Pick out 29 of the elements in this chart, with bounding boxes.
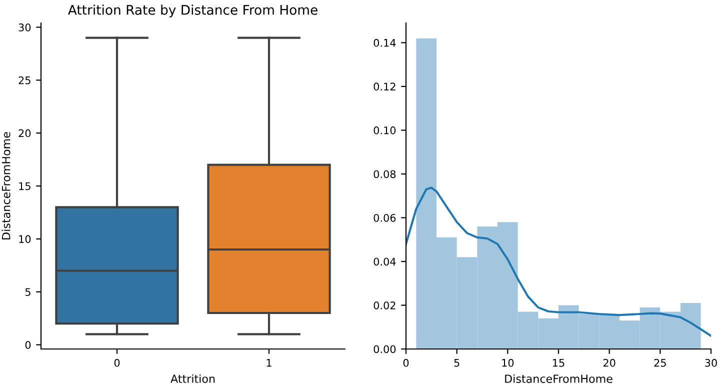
y-tick-label: 15 xyxy=(19,182,30,190)
x-axis-title: DistanceFromHome xyxy=(505,374,612,383)
y-tick-label: 0.12 xyxy=(374,82,396,91)
chart-title: Attrition Rate by Distance From Home xyxy=(68,4,318,18)
y-tick-label: 0.10 xyxy=(374,126,396,134)
x-tick-label: 25 xyxy=(654,358,666,367)
x-tick-label: 5 xyxy=(454,359,460,367)
x-axis-title: Attrition xyxy=(170,374,215,383)
x-tick-label: 0 xyxy=(114,358,120,367)
y-tick-label: 10 xyxy=(19,235,31,244)
y-tick-label: 0.14 xyxy=(374,38,396,47)
x-tick-label: 15 xyxy=(553,359,564,367)
x-tick-label: 10 xyxy=(502,358,514,367)
line-series xyxy=(406,186,711,337)
y-tick-label: 0 xyxy=(25,340,31,349)
y-tick-label: 0.08 xyxy=(374,170,396,178)
y-axis-title: DistanceFromHome xyxy=(2,132,10,240)
y-tick-label: 30 xyxy=(18,23,31,32)
y-tick-label: 0.02 xyxy=(374,301,396,310)
y-tick-label: 0.00 xyxy=(374,345,396,354)
x-tick-label: 1 xyxy=(266,359,272,367)
y-tick-label: 0.04 xyxy=(374,258,396,266)
y-tick-label: 0.06 xyxy=(374,214,396,222)
x-tick-label: 0 xyxy=(403,358,409,367)
x-tick-label: 20 xyxy=(603,358,616,367)
y-tick-label: 20 xyxy=(18,129,31,138)
y-tick-label: 5 xyxy=(25,288,30,296)
y-tick-label: 25 xyxy=(18,76,30,84)
x-tick-label: 30 xyxy=(705,358,717,367)
